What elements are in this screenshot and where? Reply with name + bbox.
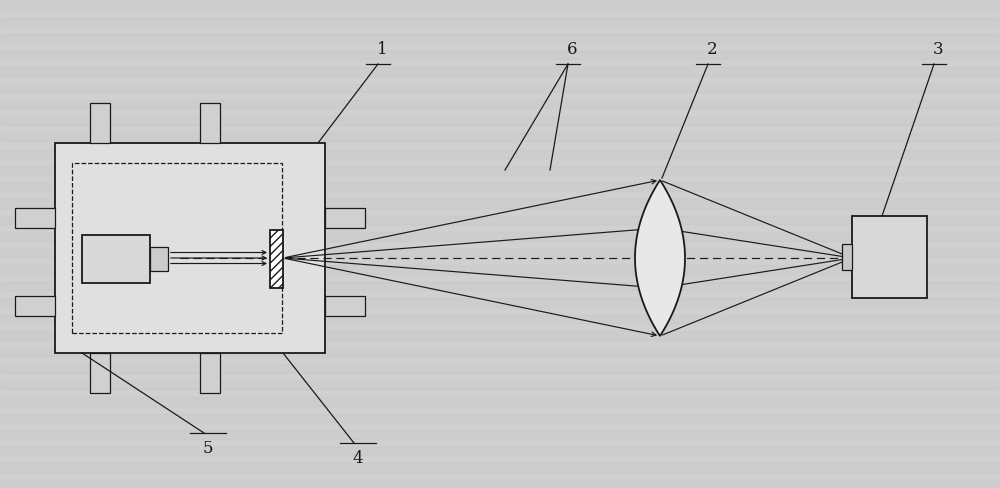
Bar — [0, 183, 1000, 191]
Bar — [0, 232, 1000, 241]
Bar — [842, 244, 852, 270]
Bar — [852, 216, 927, 298]
Bar — [90, 353, 110, 393]
Bar — [0, 430, 1000, 439]
Bar — [200, 103, 220, 143]
Bar — [0, 84, 1000, 92]
Bar — [325, 296, 365, 316]
Bar — [0, 365, 1000, 372]
Bar — [0, 67, 1000, 76]
Bar — [325, 208, 365, 228]
Bar — [0, 133, 1000, 142]
Text: 2: 2 — [707, 41, 717, 58]
Bar — [0, 397, 1000, 406]
Bar — [0, 463, 1000, 471]
Bar — [0, 34, 1000, 42]
Bar — [0, 117, 1000, 125]
Bar — [72, 163, 282, 333]
Bar — [0, 447, 1000, 455]
Bar — [90, 103, 110, 143]
Text: 6: 6 — [567, 41, 577, 58]
Bar — [0, 414, 1000, 422]
Bar — [150, 247, 168, 271]
Bar — [200, 353, 220, 393]
Bar — [270, 230, 283, 288]
Bar — [0, 18, 1000, 26]
Bar — [0, 480, 1000, 488]
Bar — [0, 166, 1000, 175]
Bar — [0, 348, 1000, 356]
Bar — [15, 296, 55, 316]
Text: 3: 3 — [933, 41, 943, 58]
Bar — [0, 331, 1000, 340]
Bar — [0, 199, 1000, 207]
Text: 4: 4 — [353, 450, 363, 467]
Bar — [0, 282, 1000, 290]
Bar — [0, 51, 1000, 59]
Bar — [15, 208, 55, 228]
Bar — [0, 216, 1000, 224]
Bar — [0, 265, 1000, 273]
Bar — [0, 101, 1000, 108]
Polygon shape — [635, 180, 685, 336]
Bar — [0, 150, 1000, 158]
Bar — [0, 298, 1000, 306]
Bar — [55, 143, 325, 353]
Text: 1: 1 — [377, 41, 387, 58]
Bar — [0, 381, 1000, 389]
Bar — [0, 1, 1000, 9]
Text: 5: 5 — [203, 440, 213, 457]
Bar — [82, 235, 150, 283]
Bar — [0, 315, 1000, 323]
Bar — [0, 249, 1000, 257]
